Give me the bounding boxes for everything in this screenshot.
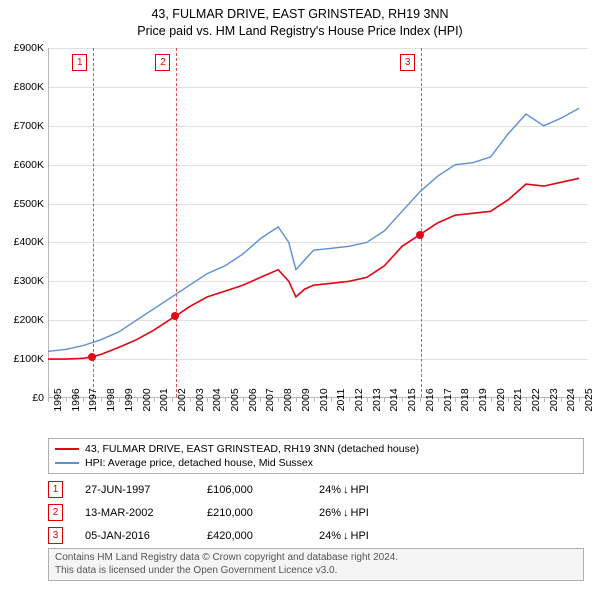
title-line-2: Price paid vs. HM Land Registry's House … bbox=[0, 23, 600, 40]
title-block: 43, FULMAR DRIVE, EAST GRINSTEAD, RH19 3… bbox=[0, 0, 600, 42]
legend-row: HPI: Average price, detached house, Mid … bbox=[55, 456, 577, 470]
event-diff: 24% ↓ HPI bbox=[319, 484, 369, 496]
x-axis-label: 2019 bbox=[477, 388, 489, 411]
footer-line-2: This data is licensed under the Open Gov… bbox=[55, 565, 577, 578]
footer-attribution: Contains HM Land Registry data © Crown c… bbox=[48, 548, 584, 581]
x-axis-label: 2002 bbox=[176, 388, 188, 411]
event-row: 1 27-JUN-1997 £106,000 24% ↓ HPI bbox=[48, 478, 584, 501]
x-axis-label: 2009 bbox=[300, 388, 312, 411]
x-axis-label: 1999 bbox=[123, 388, 135, 411]
y-axis-label: £500K bbox=[0, 198, 44, 210]
series-hpi bbox=[48, 108, 579, 351]
x-axis-label: 2013 bbox=[371, 388, 383, 411]
event-dot bbox=[171, 312, 179, 320]
arrow-down-icon: ↓ bbox=[343, 484, 349, 496]
legend-row: 43, FULMAR DRIVE, EAST GRINSTEAD, RH19 3… bbox=[55, 442, 577, 456]
y-axis-label: £600K bbox=[0, 159, 44, 171]
x-axis-label: 2020 bbox=[495, 388, 507, 411]
event-dot bbox=[416, 231, 424, 239]
y-axis-label: £900K bbox=[0, 42, 44, 54]
event-row: 2 13-MAR-2002 £210,000 26% ↓ HPI bbox=[48, 501, 584, 524]
y-axis-label: £200K bbox=[0, 314, 44, 326]
x-axis-label: 1995 bbox=[52, 388, 64, 411]
y-axis-label: £400K bbox=[0, 236, 44, 248]
event-price: £106,000 bbox=[207, 484, 297, 496]
title-line-1: 43, FULMAR DRIVE, EAST GRINSTEAD, RH19 3… bbox=[0, 6, 600, 23]
x-axis-label: 2016 bbox=[424, 388, 436, 411]
legend-swatch bbox=[55, 448, 79, 450]
x-axis-label: 2015 bbox=[406, 388, 418, 411]
events-table: 1 27-JUN-1997 £106,000 24% ↓ HPI 2 13-MAR-200… bbox=[48, 478, 584, 547]
x-axis-label: 2000 bbox=[141, 388, 153, 411]
x-axis-label: 2008 bbox=[282, 388, 294, 411]
legend-label: HPI: Average price, detached house, Mid … bbox=[85, 457, 313, 469]
y-axis-label: £100K bbox=[0, 353, 44, 365]
arrow-down-icon: ↓ bbox=[343, 530, 349, 542]
event-marker: 3 bbox=[48, 527, 63, 544]
y-axis-label: £0 bbox=[0, 392, 44, 404]
event-marker: 2 bbox=[48, 504, 63, 521]
event-date: 27-JUN-1997 bbox=[85, 484, 185, 496]
x-axis-label: 2012 bbox=[353, 388, 365, 411]
x-axis-label: 2007 bbox=[264, 388, 276, 411]
legend-label: 43, FULMAR DRIVE, EAST GRINSTEAD, RH19 3… bbox=[85, 443, 419, 455]
legend: 43, FULMAR DRIVE, EAST GRINSTEAD, RH19 3… bbox=[48, 438, 584, 474]
chart-lines bbox=[48, 48, 588, 398]
chart-area: £0£100K£200K£300K£400K£500K£600K£700K£80… bbox=[48, 48, 588, 398]
x-axis-label: 2024 bbox=[565, 388, 577, 411]
event-price: £420,000 bbox=[207, 530, 297, 542]
event-marker-box: 1 bbox=[72, 54, 87, 71]
x-axis-label: 2006 bbox=[247, 388, 259, 411]
x-axis-label: 1998 bbox=[105, 388, 117, 411]
y-axis-label: £700K bbox=[0, 120, 44, 132]
y-axis-label: £300K bbox=[0, 275, 44, 287]
x-axis-label: 2018 bbox=[459, 388, 471, 411]
event-marker-box: 2 bbox=[155, 54, 170, 71]
legend-swatch bbox=[55, 462, 79, 464]
event-dot bbox=[88, 353, 96, 361]
event-diff: 24% ↓ HPI bbox=[319, 530, 369, 542]
x-axis-label: 1996 bbox=[70, 388, 82, 411]
event-date: 05-JAN-2016 bbox=[85, 530, 185, 542]
event-marker: 1 bbox=[48, 481, 63, 498]
x-axis-label: 2004 bbox=[211, 388, 223, 411]
x-axis-label: 2003 bbox=[194, 388, 206, 411]
event-row: 3 05-JAN-2016 £420,000 24% ↓ HPI bbox=[48, 524, 584, 547]
arrow-down-icon: ↓ bbox=[343, 507, 349, 519]
x-axis-label: 2017 bbox=[442, 388, 454, 411]
footer-line-1: Contains HM Land Registry data © Crown c… bbox=[55, 552, 577, 565]
x-axis-label: 2001 bbox=[158, 388, 170, 411]
x-axis-label: 1997 bbox=[87, 388, 99, 411]
event-diff: 26% ↓ HPI bbox=[319, 507, 369, 519]
x-axis-label: 2005 bbox=[229, 388, 241, 411]
x-axis-label: 2025 bbox=[583, 388, 595, 411]
x-axis-label: 2014 bbox=[388, 388, 400, 411]
event-marker-box: 3 bbox=[400, 54, 415, 71]
event-price: £210,000 bbox=[207, 507, 297, 519]
event-date: 13-MAR-2002 bbox=[85, 507, 185, 519]
y-axis-label: £800K bbox=[0, 81, 44, 93]
x-axis-label: 2021 bbox=[512, 388, 524, 411]
series-price bbox=[48, 178, 579, 359]
x-axis-label: 2022 bbox=[530, 388, 542, 411]
x-axis-label: 2011 bbox=[335, 389, 347, 412]
x-axis-label: 2023 bbox=[548, 388, 560, 411]
x-axis-label: 2010 bbox=[318, 388, 330, 411]
